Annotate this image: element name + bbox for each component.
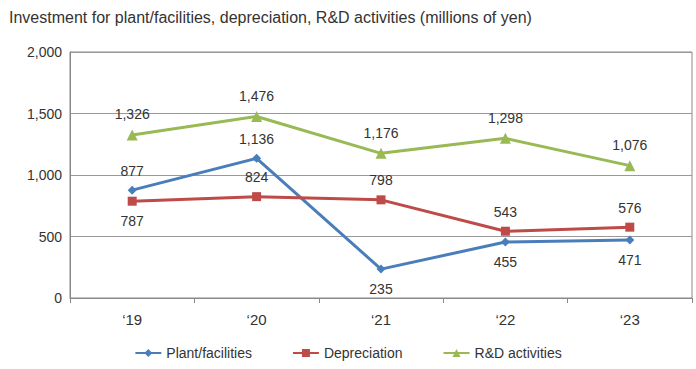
svg-text:798: 798 — [369, 172, 393, 188]
svg-text:1,136: 1,136 — [239, 131, 274, 147]
svg-text:1,076: 1,076 — [612, 137, 647, 153]
svg-text:1,500: 1,500 — [27, 106, 62, 122]
svg-text:‘22: ‘22 — [495, 311, 515, 328]
svg-text:Depreciation: Depreciation — [324, 345, 403, 361]
svg-text:877: 877 — [121, 163, 145, 179]
svg-text:‘23: ‘23 — [620, 311, 640, 328]
svg-text:1,476: 1,476 — [239, 88, 274, 104]
svg-text:‘20: ‘20 — [247, 311, 267, 328]
svg-text:1,326: 1,326 — [115, 106, 150, 122]
svg-text:‘19: ‘19 — [122, 311, 142, 328]
svg-text:500: 500 — [39, 229, 63, 245]
svg-text:Investment for plant/facilitie: Investment for plant/facilities, depreci… — [9, 9, 532, 26]
svg-text:543: 543 — [494, 204, 518, 220]
svg-text:0: 0 — [54, 290, 62, 306]
svg-text:455: 455 — [494, 254, 518, 270]
svg-text:1,298: 1,298 — [488, 110, 523, 126]
svg-text:‘21: ‘21 — [371, 311, 391, 328]
svg-text:235: 235 — [369, 281, 393, 297]
svg-text:824: 824 — [245, 169, 269, 185]
svg-text:1,000: 1,000 — [27, 167, 62, 183]
svg-text:1,176: 1,176 — [363, 125, 398, 141]
svg-text:576: 576 — [618, 200, 642, 216]
svg-text:2,000: 2,000 — [27, 44, 62, 60]
svg-text:471: 471 — [618, 252, 642, 268]
svg-text:787: 787 — [121, 213, 145, 229]
svg-text:Plant/facilities: Plant/facilities — [166, 345, 252, 361]
svg-text:R&D activities: R&D activities — [475, 345, 562, 361]
